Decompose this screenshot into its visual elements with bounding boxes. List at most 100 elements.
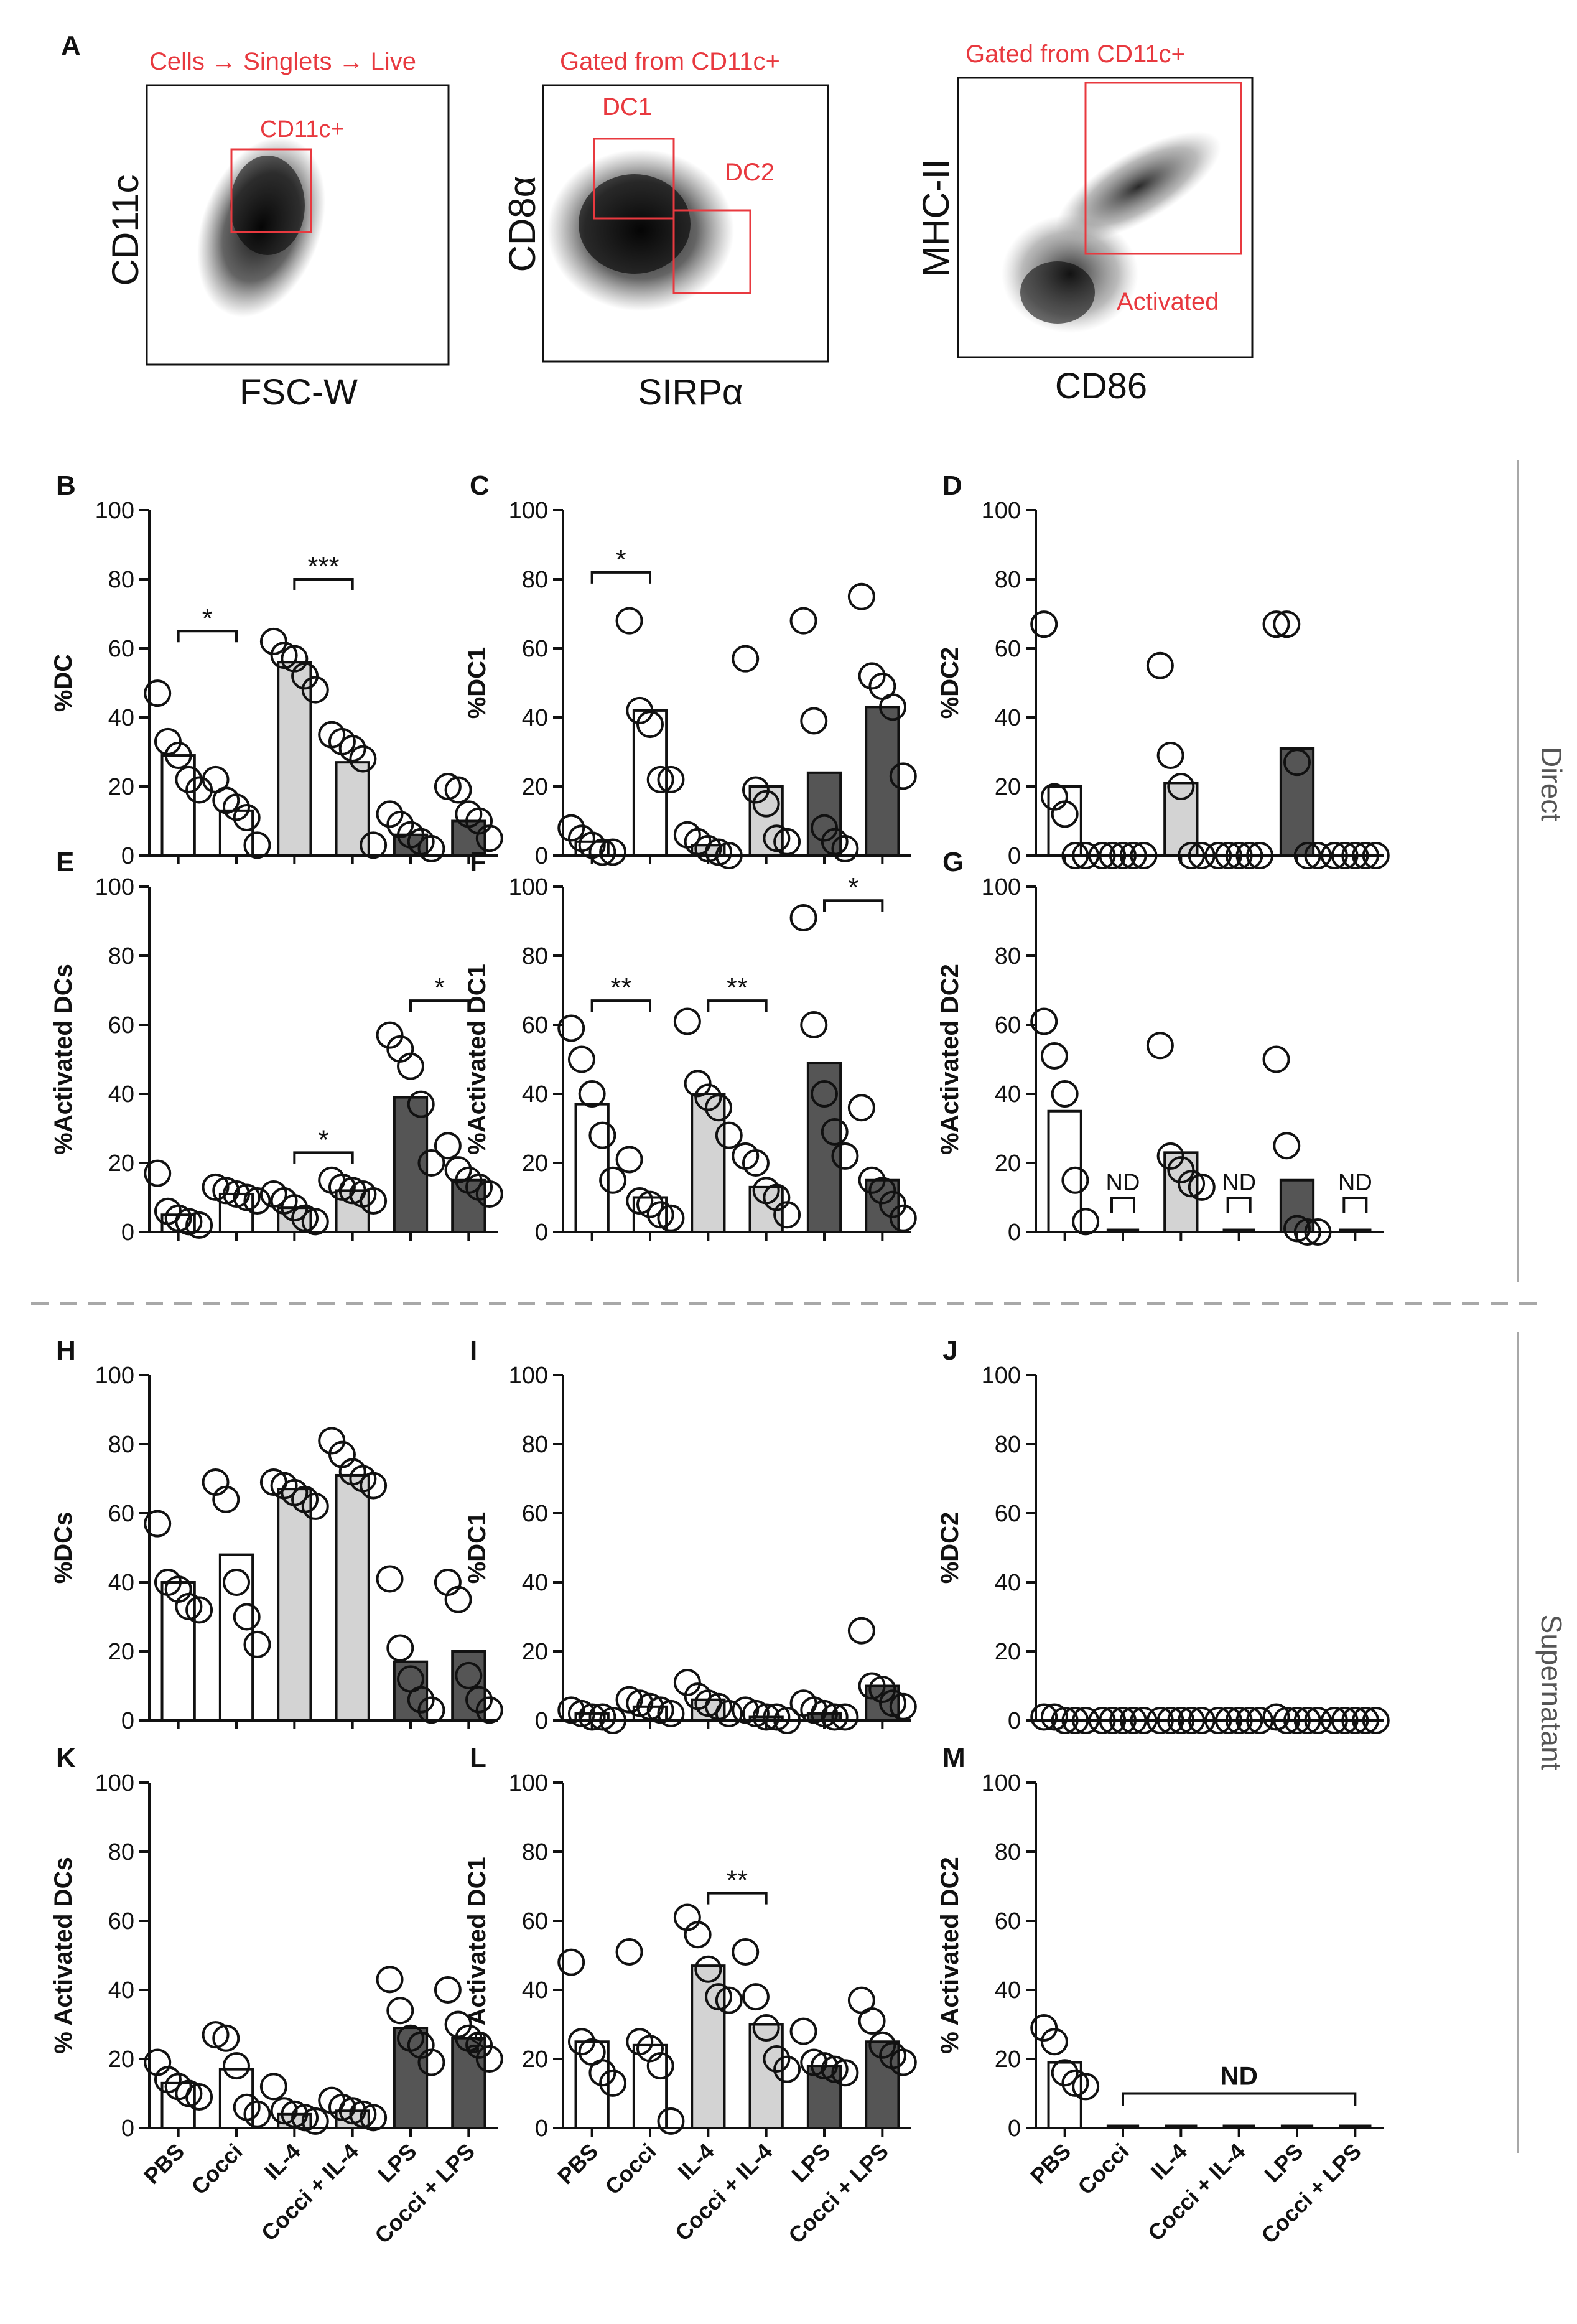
gate-label-cd11c: CD11c+ — [260, 116, 345, 142]
data-point — [1051, 1080, 1079, 1108]
y-tick-label: 60 — [522, 636, 548, 662]
y-axis-label: %DCs — [50, 1512, 77, 1584]
bar — [451, 1650, 486, 1722]
data-point — [858, 662, 886, 690]
flow-panel-dc-subsets: Gated from CD11c+ DC1 DC2 CD8α SIRPα — [501, 48, 829, 413]
data-point — [223, 793, 250, 821]
y-tick-label: 40 — [522, 1977, 548, 2004]
data-point — [636, 1692, 664, 1720]
data-point — [646, 2052, 674, 2080]
data-point — [1246, 842, 1274, 869]
data-point — [360, 1472, 388, 1500]
data-point — [636, 1190, 664, 1218]
data-point — [185, 2083, 213, 2111]
y-tick-label: 100 — [509, 1363, 548, 1389]
data-point — [1030, 610, 1058, 638]
significance-label: * — [202, 603, 213, 633]
data-point — [1283, 1215, 1311, 1243]
data-point — [1156, 742, 1184, 770]
panel-letter: M — [942, 1743, 965, 1773]
data-point — [175, 1208, 203, 1236]
data-point — [557, 1696, 585, 1724]
y-tick-label: 80 — [995, 943, 1021, 969]
data-point — [360, 1187, 388, 1215]
y-tick-label: 40 — [995, 1081, 1021, 1108]
data-point — [259, 627, 287, 655]
data-point — [1178, 1707, 1206, 1734]
data-point — [417, 1149, 445, 1177]
data-point — [1262, 1045, 1290, 1073]
flow-xlabel-3: CD86 — [1055, 366, 1147, 406]
data-point — [763, 824, 791, 852]
data-point — [847, 1094, 875, 1122]
data-point — [1146, 651, 1174, 679]
y-tick-label: 40 — [108, 705, 134, 731]
y-tick-label: 40 — [108, 1081, 134, 1108]
y-tick-label: 100 — [95, 498, 134, 524]
data-point — [175, 765, 203, 793]
y-tick-label: 20 — [108, 2046, 134, 2073]
y-tick-label: 100 — [982, 1770, 1021, 1796]
panel-letter: J — [942, 1335, 957, 1366]
y-tick-label: 0 — [121, 1708, 134, 1734]
data-point — [144, 1510, 172, 1538]
data-point — [1225, 1707, 1253, 1734]
data-point — [465, 1686, 493, 1714]
gate-activated — [1084, 82, 1242, 255]
section-label-direct: Direct — [1535, 747, 1568, 821]
gate-label-dc2: DC2 — [725, 159, 775, 186]
data-point — [847, 1617, 875, 1645]
data-point — [1051, 2059, 1079, 2087]
chart-i: I 0 20 40 60 80 100 %DC1 — [463, 1335, 917, 1734]
section-dividers: Direct Supernatant — [31, 460, 1568, 2153]
data-point — [831, 2059, 859, 2087]
flow-title-3: Gated from CD11c+ — [965, 40, 1186, 68]
chart-g: G 0 20 40 60 80 100 %Activated DC2 ND ND ND — [936, 847, 1384, 1246]
data-point — [386, 811, 414, 839]
data-point — [821, 1118, 849, 1146]
data-point — [1283, 1707, 1311, 1734]
y-axis-label: %Activated DC1 — [463, 964, 491, 1155]
data-point — [154, 727, 182, 755]
data-point — [1331, 1707, 1359, 1734]
y-tick-label: 0 — [1008, 2116, 1021, 2142]
bar — [218, 809, 254, 857]
data-point — [732, 1696, 760, 1724]
data-point — [223, 1569, 250, 1596]
panel-letter: B — [56, 470, 76, 501]
panel-letter: H — [56, 1335, 76, 1366]
gate-cd11c — [230, 148, 312, 233]
data-point — [657, 1699, 685, 1727]
y-tick-label: 60 — [522, 1012, 548, 1038]
data-point — [567, 1045, 595, 1073]
y-tick-label: 40 — [995, 705, 1021, 731]
data-point — [1167, 1156, 1195, 1184]
y-tick-label: 0 — [121, 1220, 134, 1246]
chart-c: C 0 20 40 60 80 100 %DC1 * — [463, 470, 917, 869]
data-point — [831, 1142, 859, 1170]
data-point — [773, 1201, 801, 1229]
data-point — [1109, 1707, 1137, 1734]
y-tick-label: 80 — [522, 567, 548, 593]
data-point — [444, 1156, 472, 1184]
data-point — [1088, 1707, 1116, 1734]
significance-bracket — [707, 999, 768, 1012]
data-point — [789, 607, 817, 635]
data-point — [1088, 842, 1116, 869]
data-point — [465, 2031, 493, 2059]
data-point — [407, 1686, 435, 1714]
data-point — [1040, 1703, 1068, 1731]
y-axis-label: %DC1 — [463, 647, 491, 719]
x-tick-label: IL-4 — [673, 2139, 719, 2185]
data-point — [475, 2045, 503, 2073]
flow-scatter-3b — [1056, 131, 1221, 242]
data-point — [646, 765, 674, 793]
panel-letter: K — [56, 1743, 76, 1773]
data-point — [879, 693, 907, 721]
data-point — [1156, 1707, 1184, 1734]
data-point — [1362, 842, 1390, 869]
chart-h: H 0 20 40 60 80 100 %DCs — [50, 1335, 503, 1734]
